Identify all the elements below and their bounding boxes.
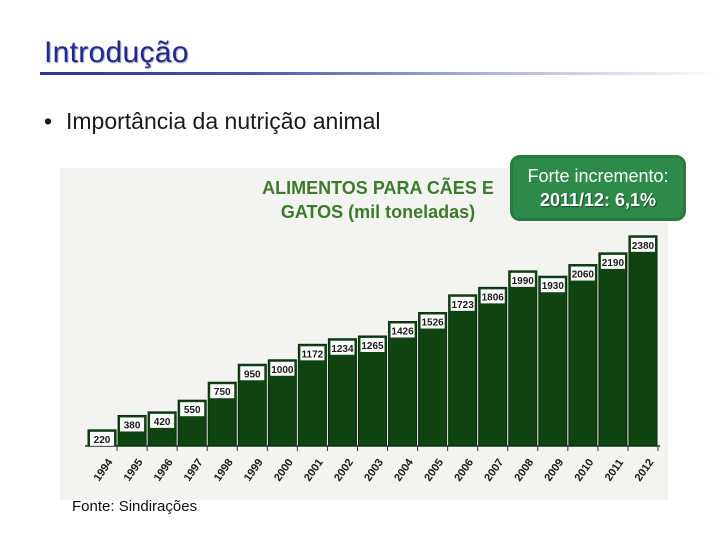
callout-line1: Forte incremento: xyxy=(527,166,669,186)
x-tick-label: 2000 xyxy=(272,457,296,484)
value-label-bg xyxy=(150,413,175,428)
value-label-bg xyxy=(510,272,535,287)
callout-box: Forte incremento: 2011/12: 6,1% xyxy=(510,155,686,221)
bar-chart: 220 1994 380 1995 420 1996 550 1997 750 1998 950 19… xyxy=(85,235,660,484)
x-tick-label: 2003 xyxy=(362,457,386,484)
x-tick-label: 1994 xyxy=(92,456,116,484)
value-label: 1930 xyxy=(542,281,565,292)
x-tick-label: 2006 xyxy=(452,457,476,484)
x-tick-label: 1998 xyxy=(212,457,236,484)
value-label-bg xyxy=(480,289,505,304)
x-tick-label: 2002 xyxy=(332,457,356,484)
x-tick-label: 2004 xyxy=(392,456,416,484)
bar-2003 xyxy=(357,335,388,447)
value-label: 550 xyxy=(184,405,201,416)
value-label: 420 xyxy=(154,417,171,428)
value-label-bg xyxy=(120,417,145,432)
value-label: 1526 xyxy=(421,318,444,329)
bar-2011 xyxy=(598,252,628,447)
value-label-bg xyxy=(570,266,595,281)
source-note: Fonte: Sindirações xyxy=(72,498,198,515)
bar-2001 xyxy=(297,343,327,447)
bar-2005 xyxy=(418,312,448,447)
value-label-bg xyxy=(390,323,415,338)
bullet-icon: • xyxy=(44,108,53,134)
bar-2007 xyxy=(478,286,508,447)
bar-2008 xyxy=(508,270,538,447)
bullet-text: Importância da nutrição animal xyxy=(66,108,381,134)
x-tick-label: 2007 xyxy=(482,457,506,484)
bar-2012 xyxy=(628,235,658,447)
callout-line2: 2011/12: 6,1% xyxy=(539,190,657,210)
bullet-item: • Importância da nutrição animal xyxy=(44,108,381,135)
value-label: 1000 xyxy=(271,365,294,376)
value-label: 1723 xyxy=(452,300,475,311)
value-label: 2060 xyxy=(572,270,595,281)
value-label: 2190 xyxy=(602,258,625,269)
title-underline xyxy=(40,72,720,75)
x-tick-label: 1997 xyxy=(182,457,206,484)
value-label: 950 xyxy=(244,369,261,380)
slide-title: Introdução xyxy=(44,36,189,69)
chart-title: ALIMENTOS PARA CÃES E GATOS (mil tonelad… xyxy=(248,176,508,224)
x-tick-label: 1995 xyxy=(122,457,146,484)
x-tick-label: 2009 xyxy=(542,457,566,484)
value-label-bg xyxy=(630,237,655,252)
bar-2006 xyxy=(448,294,478,447)
value-label-bg xyxy=(90,431,115,446)
bar-2002 xyxy=(327,338,357,447)
x-tick-label: 2008 xyxy=(512,457,536,484)
value-label-bg xyxy=(450,296,475,311)
x-tick-label: 2011 xyxy=(603,457,627,483)
value-label-bg xyxy=(180,402,205,417)
value-label: 380 xyxy=(124,420,141,431)
value-label: 1990 xyxy=(512,276,535,287)
value-label-bg xyxy=(240,366,265,381)
value-label-bg xyxy=(540,278,565,293)
x-tick-label: 1996 xyxy=(152,457,176,484)
value-label: 1172 xyxy=(302,349,324,360)
value-label-bg xyxy=(300,346,325,361)
x-tick-label: 2005 xyxy=(422,457,446,484)
chart-title-line1: ALIMENTOS PARA CÃES E xyxy=(262,178,494,198)
x-tick-label: 2001 xyxy=(302,457,326,484)
value-label-bg xyxy=(420,314,445,329)
bar-2009 xyxy=(538,275,568,447)
value-label: 750 xyxy=(214,387,231,398)
value-label-bg xyxy=(360,337,385,352)
x-tick-label: 1999 xyxy=(242,457,266,484)
value-label: 1426 xyxy=(391,327,414,338)
value-label-bg xyxy=(330,340,355,355)
value-label: 220 xyxy=(94,435,111,446)
value-label-bg xyxy=(600,254,625,269)
value-label: 1234 xyxy=(331,344,354,355)
value-label-bg xyxy=(270,361,295,376)
chart-title-line2: GATOS (mil toneladas) xyxy=(280,202,476,222)
x-tick-label: 2010 xyxy=(572,457,596,484)
chart-panel: ALIMENTOS PARA CÃES E GATOS (mil tonelad… xyxy=(60,168,668,500)
value-label: 1806 xyxy=(482,292,505,303)
value-label-bg xyxy=(210,384,235,399)
value-label: 2380 xyxy=(632,241,655,252)
bar-2010 xyxy=(568,264,598,447)
bar-2004 xyxy=(388,321,418,447)
x-tick-label: 2012 xyxy=(633,457,657,484)
value-label: 1265 xyxy=(361,341,384,352)
